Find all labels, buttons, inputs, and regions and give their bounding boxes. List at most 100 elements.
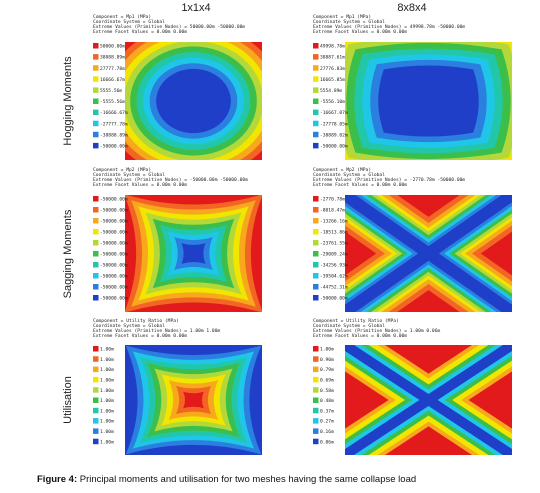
legend-label: -18513.86m (320, 230, 348, 236)
contour-plot (125, 345, 262, 455)
panel-header-line: Extreme Facet Values = 0.00m 0.00m (93, 333, 187, 339)
legend-label: 1.00m (100, 388, 114, 394)
legend-label: 1.00m (100, 408, 114, 414)
legend-swatch (93, 273, 99, 279)
legend-swatch (313, 251, 319, 257)
legend-label: -23761.55m (320, 241, 348, 247)
legend-swatch (313, 43, 319, 49)
legend-label: -50000.00m (100, 263, 128, 269)
caption-text: Principal moments and utilisation for tw… (80, 474, 416, 485)
legend-label: -39504.62m (320, 274, 348, 280)
panel-header-line: Coordinate System = Global (313, 172, 385, 178)
panel-header-line: Extreme Facet Values = 0.00m 0.00m (313, 29, 407, 35)
legend-swatch (93, 109, 99, 116)
legend-swatch (313, 284, 319, 290)
legend-swatch (313, 273, 319, 279)
legend-label: -50000.00m (100, 252, 128, 258)
legend-swatch (313, 109, 319, 116)
legend-label: -50000.00m (320, 296, 348, 302)
legend-swatch (93, 43, 99, 49)
legend-swatch (313, 76, 319, 82)
legend-label: 5555.56m (100, 88, 122, 94)
legend-label: 1.00m (320, 347, 334, 353)
legend-label: -50000.00m (100, 230, 128, 236)
legend-swatch (313, 407, 319, 414)
legend-swatch (313, 131, 319, 138)
legend-swatch (93, 229, 99, 235)
legend-swatch (313, 218, 319, 224)
legend-swatch (93, 142, 99, 149)
legend-swatch (313, 438, 319, 445)
legend-label: 1.00m (100, 429, 114, 435)
legend-label: 1.00m (100, 357, 114, 363)
legend-swatch (313, 65, 319, 71)
contour-plot (345, 345, 512, 455)
panel-header-line: Component = Mp2 (MPa) (93, 167, 151, 173)
legend-swatch (93, 346, 99, 352)
legend-swatch (313, 295, 319, 301)
legend-label: -38888.89m (100, 132, 128, 138)
legend-label: 0.90m (320, 357, 334, 363)
legend-swatch (93, 98, 99, 104)
legend-label: 27776.83m (320, 66, 345, 72)
legend-swatch (93, 428, 99, 434)
panel-header-line: Extreme Values (Primitive Nodes) = -5000… (93, 177, 248, 183)
legend-label: 50000.00m (100, 44, 125, 50)
legend-swatch (313, 98, 319, 104)
legend-swatch (93, 65, 99, 71)
legend-label: 27777.78m (100, 66, 125, 72)
panel-header-line: Extreme Facet Values = 0.00m 0.00m (313, 182, 407, 188)
panel-header-line: Extreme Facet Values = 0.00m 0.00m (313, 333, 407, 339)
panel-header-line: Extreme Facet Values = 0.00m 0.00m (93, 29, 187, 35)
legend-swatch (93, 207, 99, 213)
legend-label: 16665.85m (320, 77, 345, 83)
legend-label: -50000.00m (100, 208, 128, 214)
panel-header-line: Extreme Values (Primitive Nodes) = 50000… (93, 24, 245, 30)
legend-swatch (313, 240, 319, 246)
legend-label: 0.48m (320, 398, 334, 404)
legend-swatch (313, 207, 319, 213)
panel-header-line: Component = Utility Ratio (MPa) (93, 318, 179, 324)
legend-label: -16667.07m (320, 110, 348, 116)
legend-label: 0.37m (320, 408, 334, 414)
legend-swatch (313, 346, 319, 352)
legend-label: 0.69m (320, 378, 334, 384)
legend-label: -27777.78m (100, 121, 128, 127)
legend-label: -5556.10m (320, 99, 345, 105)
legend-swatch (93, 356, 99, 362)
legend-swatch (313, 397, 319, 403)
legend-swatch (313, 87, 319, 93)
panel-header-line: Coordinate System = Global (93, 172, 165, 178)
legend-swatch (93, 196, 99, 202)
legend-label: 1.00m (100, 378, 114, 384)
row-label: Utilisation (62, 376, 74, 424)
legend-swatch (93, 87, 99, 93)
legend-swatch (313, 196, 319, 202)
legend-label: 16666.67m (100, 77, 125, 83)
legend-swatch (313, 229, 319, 235)
legend-label: 1.00m (100, 367, 114, 373)
legend-swatch (93, 438, 99, 445)
legend-label: -13266.16m (320, 219, 348, 225)
panel-header-line: Extreme Values (Primitive Nodes) = 1.00m… (93, 328, 220, 334)
legend-label: 38888.89m (100, 55, 125, 61)
legend-swatch (93, 295, 99, 301)
legend-swatch (93, 120, 99, 127)
contour-band (378, 65, 479, 137)
legend-swatch (93, 387, 99, 393)
legend-label: -5555.56m (100, 99, 125, 105)
legend-label: -29009.24m (320, 252, 348, 258)
panel-header-line: Coordinate System = Global (93, 323, 165, 329)
legend-swatch (313, 376, 319, 383)
legend-label: -44752.31m (320, 285, 348, 291)
legend-label: -27778.05m (320, 121, 348, 127)
legend-label: -50000.00m (100, 296, 128, 302)
panel-header-line: Component = Utility Ratio (MPa) (313, 318, 399, 324)
legend-label: -8018.47m (320, 208, 345, 214)
contour-plot (125, 42, 262, 160)
caption-label: Figure 4: (37, 474, 77, 485)
column-header: 1x1x4 (181, 2, 210, 14)
legend-label: 5554.89m (320, 88, 342, 94)
panel-header-line: Extreme Values (Primitive Nodes) = -2770… (313, 177, 465, 183)
